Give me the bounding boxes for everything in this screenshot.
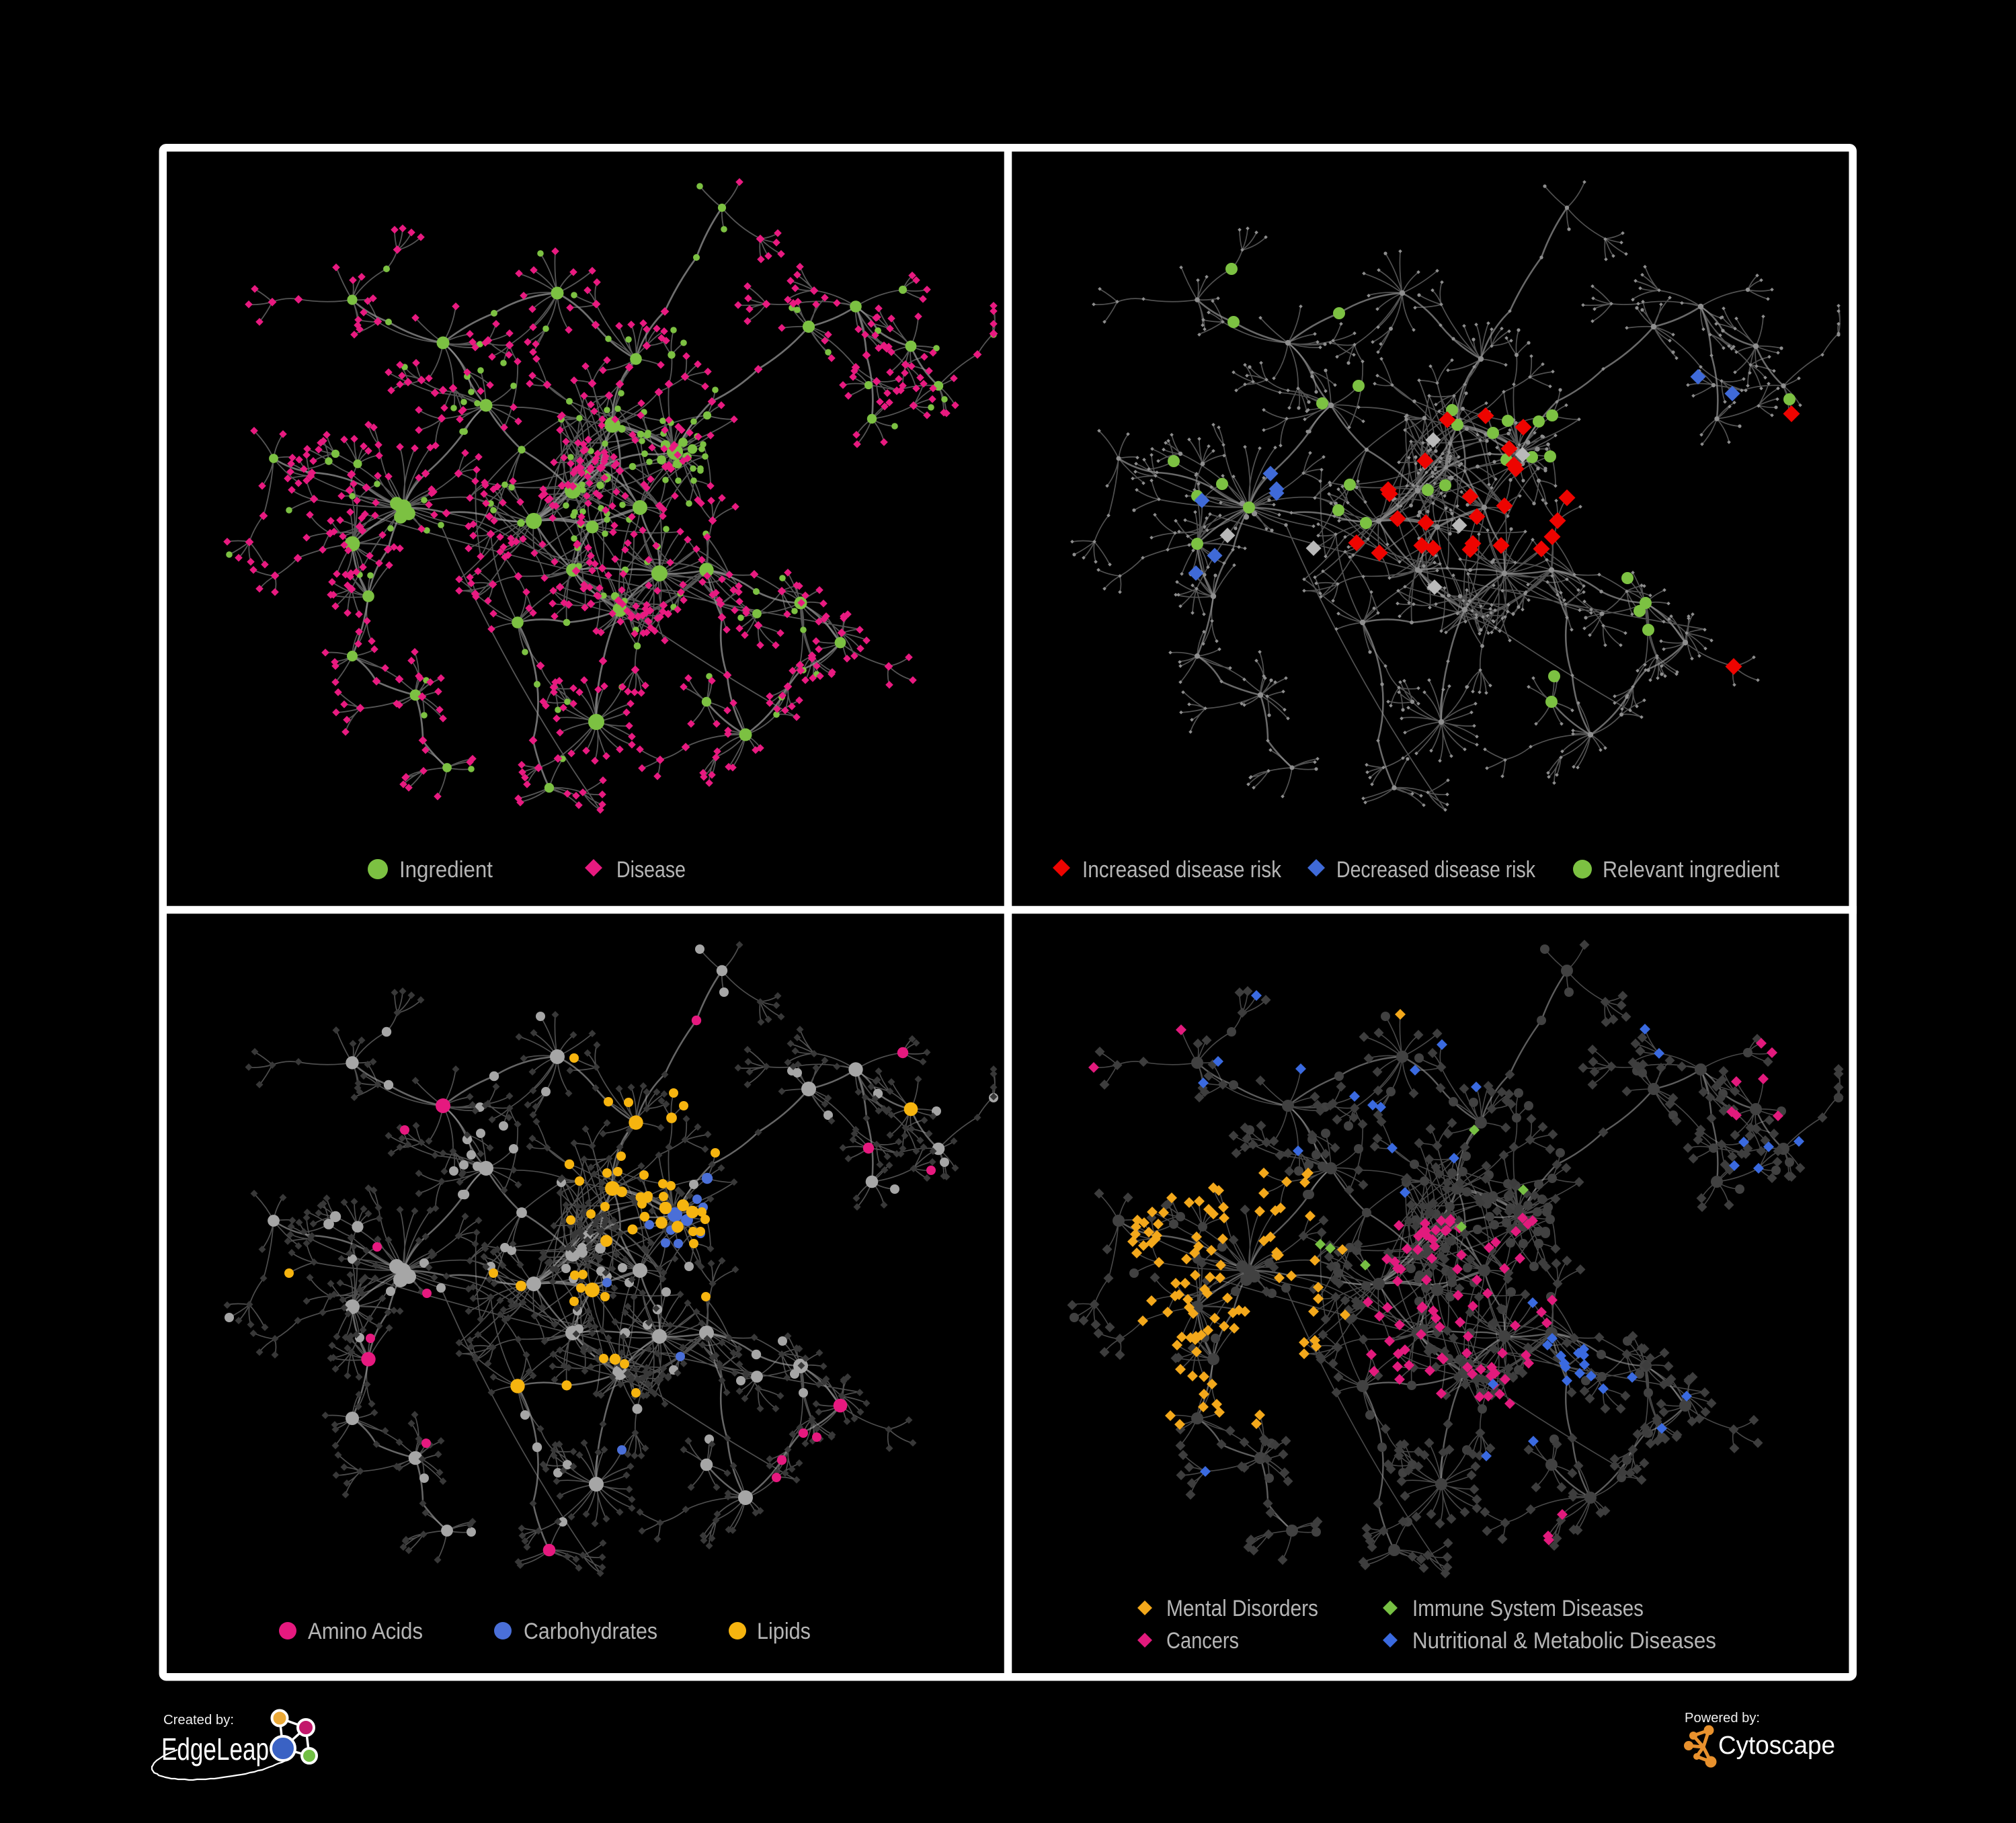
svg-text:Cytoscape: Cytoscape	[1718, 1732, 1835, 1760]
svg-text:Powered by:: Powered by:	[1685, 1711, 1760, 1726]
svg-text:Relevant ingredient: Relevant ingredient	[1603, 857, 1779, 883]
svg-text:Created by:: Created by:	[163, 1713, 234, 1728]
svg-text:Disease: Disease	[616, 857, 686, 883]
svg-text:Increased disease risk: Increased disease risk	[1082, 857, 1282, 883]
svg-text:Ingredient: Ingredient	[399, 857, 493, 883]
svg-text:Amino Acids: Amino Acids	[308, 1619, 423, 1644]
svg-text:EdgeLeap: EdgeLeap	[161, 1732, 269, 1767]
svg-text:Immune System Diseases: Immune System Diseases	[1412, 1596, 1644, 1621]
svg-text:Lipids: Lipids	[757, 1619, 811, 1644]
svg-text:Nutritional & Metabolic Diseas: Nutritional & Metabolic Diseases	[1412, 1628, 1716, 1654]
svg-text:Carbohydrates: Carbohydrates	[524, 1619, 657, 1644]
svg-text:Decreased disease risk: Decreased disease risk	[1336, 857, 1536, 883]
svg-text:Mental Disorders: Mental Disorders	[1166, 1596, 1318, 1621]
svg-text:Cancers: Cancers	[1166, 1628, 1239, 1654]
